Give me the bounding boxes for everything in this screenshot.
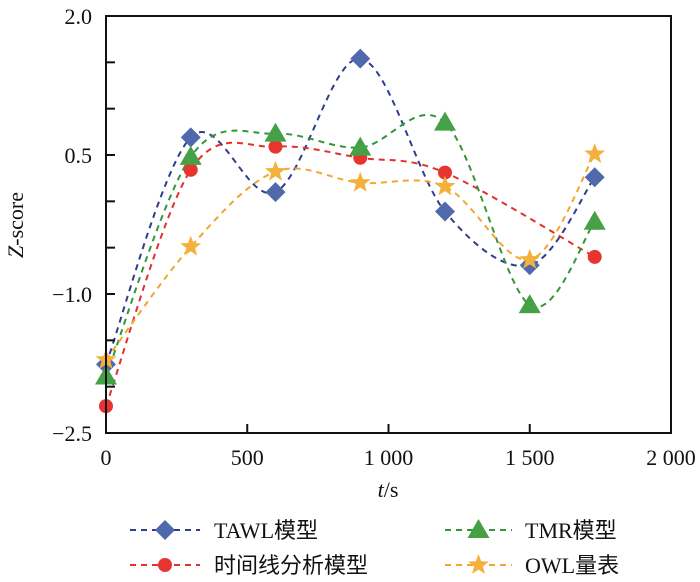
y-axis-title-italic: Z bbox=[3, 245, 28, 258]
data-point-triangle bbox=[518, 294, 541, 314]
x-axis-title-rest: /s bbox=[384, 477, 399, 502]
legend-marker-diamond bbox=[155, 520, 175, 540]
data-point-triangle bbox=[349, 136, 372, 156]
data-point-star bbox=[584, 143, 606, 163]
legend-label: TAWL模型 bbox=[214, 518, 318, 543]
x-axis-title-italic: t bbox=[378, 477, 385, 502]
data-point-star bbox=[265, 160, 286, 181]
y-tick-label: 0.5 bbox=[65, 143, 93, 168]
x-tick-label: 1 500 bbox=[505, 445, 555, 470]
legend-marker-circle bbox=[158, 558, 172, 572]
data-point-star bbox=[180, 235, 202, 256]
data-point-triangle bbox=[179, 145, 202, 165]
legend-item: TMR模型 bbox=[445, 518, 617, 543]
data-point-circle bbox=[438, 165, 452, 180]
y-axis-title: Z-score bbox=[3, 192, 28, 258]
y-tick-label: −1.0 bbox=[52, 282, 92, 307]
data-point-circle bbox=[183, 162, 198, 177]
legend-marker-star bbox=[468, 554, 489, 574]
data-point-triangle bbox=[434, 111, 456, 131]
y-tick-label: 2.0 bbox=[65, 4, 93, 29]
data-point-star bbox=[519, 248, 541, 269]
data-point-triangle bbox=[264, 122, 287, 142]
x-axis-tick-labels: 0 500 1 000 1 500 2 000 bbox=[101, 445, 696, 470]
x-axis-ticks bbox=[246, 424, 531, 433]
plot-frame bbox=[105, 15, 672, 434]
x-tick-label: 500 bbox=[231, 445, 264, 470]
data-point-star bbox=[434, 175, 456, 196]
legend-item: 时间线分析模型 bbox=[130, 553, 368, 578]
data-point-diamond bbox=[350, 48, 371, 69]
legend-item: TAWL模型 bbox=[130, 518, 318, 543]
y-axis-ticks bbox=[106, 15, 115, 434]
data-point-diamond bbox=[584, 167, 605, 188]
data-point-triangle bbox=[583, 210, 606, 230]
series-markers bbox=[95, 48, 606, 414]
data-point-diamond bbox=[435, 201, 455, 222]
y-axis-title-rest: -score bbox=[3, 192, 28, 246]
x-tick-label: 2 000 bbox=[646, 445, 696, 470]
data-point-diamond bbox=[180, 127, 201, 148]
data-point-circle bbox=[587, 249, 602, 264]
data-point-star bbox=[349, 171, 371, 192]
x-tick-label: 1 000 bbox=[364, 445, 414, 470]
y-axis-tick-labels: 2.0 0.5 −1.0 −2.5 bbox=[52, 4, 92, 446]
series-lines bbox=[105, 57, 596, 407]
legend-item: OWL量表 bbox=[445, 553, 619, 578]
legend-label: 时间线分析模型 bbox=[214, 553, 368, 578]
data-point-diamond bbox=[265, 182, 286, 203]
legend-label: OWL量表 bbox=[525, 553, 619, 578]
data-point-circle bbox=[268, 139, 283, 154]
legend-marker-triangle bbox=[467, 519, 490, 538]
legend-label: TMR模型 bbox=[525, 518, 617, 543]
y-tick-label: −2.5 bbox=[52, 421, 92, 446]
series-line-diamond bbox=[105, 57, 596, 365]
x-axis-title: t/s bbox=[378, 477, 399, 502]
x-tick-label: 0 bbox=[101, 445, 112, 470]
